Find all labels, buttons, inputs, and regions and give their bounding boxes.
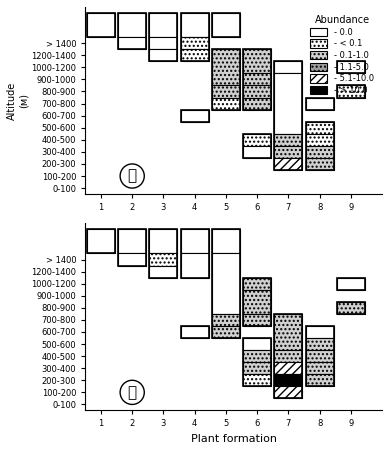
FancyBboxPatch shape <box>274 134 302 146</box>
FancyBboxPatch shape <box>305 326 334 338</box>
FancyBboxPatch shape <box>243 74 271 85</box>
FancyBboxPatch shape <box>180 13 209 37</box>
FancyBboxPatch shape <box>149 229 177 253</box>
FancyBboxPatch shape <box>212 13 240 37</box>
Bar <box>212 13 240 37</box>
FancyBboxPatch shape <box>337 302 365 314</box>
FancyBboxPatch shape <box>274 146 302 158</box>
FancyBboxPatch shape <box>243 350 271 362</box>
FancyBboxPatch shape <box>118 37 146 49</box>
FancyBboxPatch shape <box>243 146 271 158</box>
Bar <box>180 13 209 61</box>
FancyBboxPatch shape <box>243 374 271 387</box>
FancyBboxPatch shape <box>118 253 146 266</box>
X-axis label: Plant formation: Plant formation <box>191 434 277 444</box>
FancyBboxPatch shape <box>274 61 302 74</box>
Bar <box>305 326 334 387</box>
FancyBboxPatch shape <box>243 338 271 350</box>
FancyBboxPatch shape <box>305 350 334 362</box>
Bar <box>243 134 271 158</box>
Bar <box>212 49 240 110</box>
Bar <box>180 326 209 338</box>
FancyBboxPatch shape <box>243 85 271 97</box>
Bar <box>149 229 177 278</box>
FancyBboxPatch shape <box>305 146 334 158</box>
FancyBboxPatch shape <box>212 253 240 314</box>
FancyBboxPatch shape <box>180 253 209 278</box>
FancyBboxPatch shape <box>243 97 271 110</box>
Bar <box>243 338 271 387</box>
Bar <box>337 85 365 97</box>
FancyBboxPatch shape <box>180 229 209 253</box>
FancyBboxPatch shape <box>149 253 177 266</box>
Bar <box>180 229 209 278</box>
FancyBboxPatch shape <box>243 134 271 146</box>
FancyBboxPatch shape <box>305 122 334 134</box>
FancyBboxPatch shape <box>212 314 240 326</box>
FancyBboxPatch shape <box>212 49 240 85</box>
Bar <box>118 13 146 49</box>
FancyBboxPatch shape <box>305 158 334 170</box>
Bar <box>337 302 365 314</box>
FancyBboxPatch shape <box>87 229 115 253</box>
FancyBboxPatch shape <box>243 49 271 74</box>
FancyBboxPatch shape <box>149 49 177 61</box>
FancyBboxPatch shape <box>212 97 240 110</box>
FancyBboxPatch shape <box>337 85 365 97</box>
Y-axis label: Altitude
(м): Altitude (м) <box>7 82 28 120</box>
Bar <box>118 229 146 266</box>
Bar <box>87 229 115 253</box>
FancyBboxPatch shape <box>243 362 271 374</box>
FancyBboxPatch shape <box>274 74 302 134</box>
Bar <box>149 13 177 61</box>
FancyBboxPatch shape <box>243 278 271 290</box>
FancyBboxPatch shape <box>337 61 365 74</box>
FancyBboxPatch shape <box>180 49 209 61</box>
Bar <box>180 110 209 122</box>
Bar <box>243 278 271 326</box>
FancyBboxPatch shape <box>118 229 146 253</box>
FancyBboxPatch shape <box>274 362 302 374</box>
FancyBboxPatch shape <box>149 13 177 37</box>
Bar <box>305 122 334 170</box>
Bar <box>274 61 302 170</box>
FancyBboxPatch shape <box>274 374 302 387</box>
FancyBboxPatch shape <box>87 13 115 37</box>
FancyBboxPatch shape <box>305 374 334 387</box>
FancyBboxPatch shape <box>243 290 271 314</box>
Bar <box>305 97 334 110</box>
FancyBboxPatch shape <box>305 134 334 146</box>
FancyBboxPatch shape <box>180 110 209 122</box>
FancyBboxPatch shape <box>274 350 302 362</box>
Legend: - 0.0, - < 0.1, - 0.1-1.0, - 1.1-5.0, - 5.1-10.0, - > 10.0: - 0.0, - < 0.1, - 0.1-1.0, - 1.1-5.0, - … <box>306 11 378 99</box>
Bar <box>337 278 365 290</box>
FancyBboxPatch shape <box>149 37 177 49</box>
FancyBboxPatch shape <box>305 338 334 350</box>
Bar <box>87 13 115 37</box>
FancyBboxPatch shape <box>212 229 240 253</box>
FancyBboxPatch shape <box>118 13 146 37</box>
FancyBboxPatch shape <box>274 314 302 350</box>
FancyBboxPatch shape <box>212 326 240 338</box>
FancyBboxPatch shape <box>212 85 240 97</box>
FancyBboxPatch shape <box>180 37 209 49</box>
FancyBboxPatch shape <box>149 266 177 278</box>
FancyBboxPatch shape <box>337 278 365 290</box>
FancyBboxPatch shape <box>274 387 302 398</box>
FancyBboxPatch shape <box>243 314 271 326</box>
Text: Ⓐ: Ⓐ <box>128 169 137 184</box>
Bar <box>243 49 271 110</box>
FancyBboxPatch shape <box>180 326 209 338</box>
Bar <box>212 229 240 338</box>
Bar <box>337 61 365 74</box>
Text: Ⓑ: Ⓑ <box>128 385 137 400</box>
FancyBboxPatch shape <box>305 97 334 110</box>
FancyBboxPatch shape <box>274 158 302 170</box>
FancyBboxPatch shape <box>305 362 334 374</box>
Bar <box>274 314 302 398</box>
